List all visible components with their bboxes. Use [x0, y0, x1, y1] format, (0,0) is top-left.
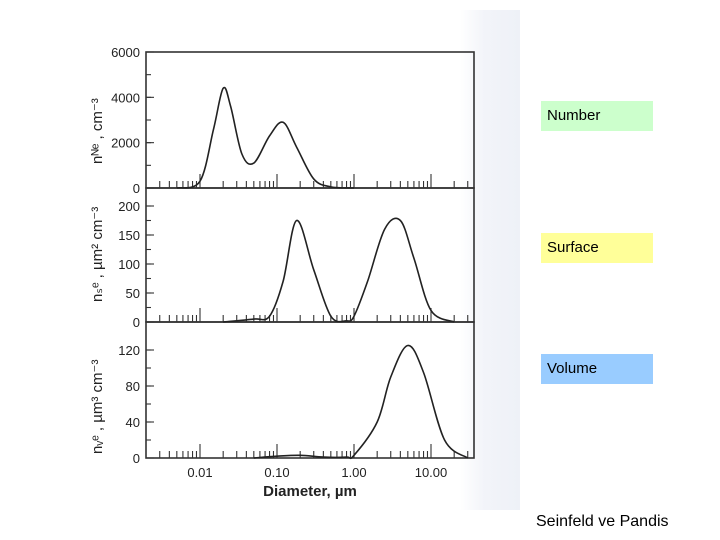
number-ytick-label: 6000 [111, 45, 140, 60]
scanned-page-background [20, 10, 520, 510]
volume-ytick-label: 0 [133, 451, 140, 466]
volume-ytick-label: 40 [126, 415, 140, 430]
xtick-label: 10.00 [415, 465, 448, 480]
surface-ytick-label: 50 [126, 286, 140, 301]
surface-ytick-label: 150 [118, 228, 140, 243]
number-label: Number [541, 101, 653, 131]
number-distribution-curve [176, 86, 355, 189]
volume-distribution-curve [253, 344, 469, 460]
surface-label: Surface [541, 233, 653, 263]
number-ytick-label: 0 [133, 181, 140, 196]
number-panel-frame [145, 51, 475, 189]
xtick-label: 1.00 [341, 465, 366, 480]
xtick-label: 0.10 [264, 465, 289, 480]
surface-ytick-label: 100 [118, 257, 140, 272]
volume-ytick-label: 120 [118, 343, 140, 358]
surface-ylabel: nₛᵉ , µm² cm⁻³ [89, 207, 106, 302]
volume-ylabel: nᵥᵉ , µm³ cm⁻³ [89, 360, 106, 454]
volume-panel-frame [145, 321, 475, 459]
surface-ytick-label: 200 [118, 199, 140, 214]
volume-label: Volume [541, 354, 653, 384]
number-ylabel: nᴺᵉ , cm⁻³ [89, 98, 106, 164]
source-credit: Seinfeld ve Pandis [536, 513, 669, 530]
xtick-label: 0.01 [187, 465, 212, 480]
x-axis-label: Diameter, µm [263, 483, 357, 500]
number-ytick-label: 2000 [111, 136, 140, 151]
surface-distribution-curve [223, 217, 455, 323]
number-ytick-label: 4000 [111, 90, 140, 105]
volume-ytick-label: 80 [126, 379, 140, 394]
surface-ytick-label: 0 [133, 315, 140, 330]
